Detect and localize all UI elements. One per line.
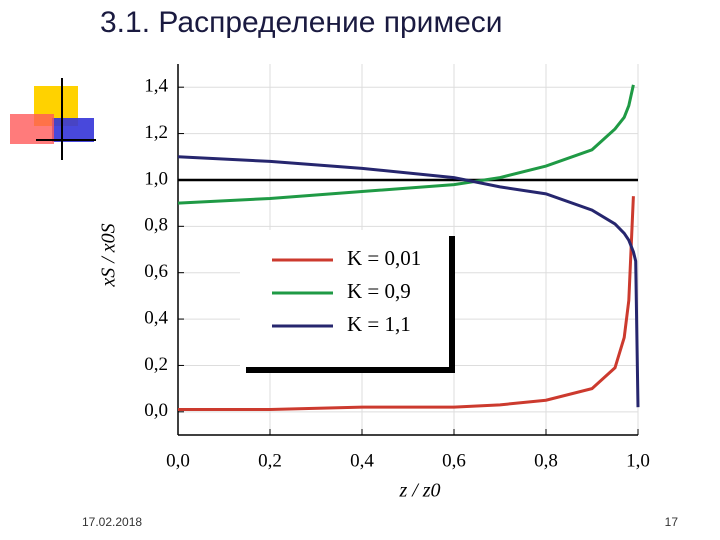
y-tick-label: 0,0 (144, 400, 168, 421)
logo (10, 78, 96, 160)
legend-label: K = 0,9 (347, 279, 411, 303)
legend-label: K = 0,01 (347, 246, 421, 270)
y-tick-label: 0,4 (144, 307, 168, 328)
series-line (177, 155, 640, 408)
x-tick-label: 0,4 (350, 450, 374, 471)
series-line (178, 196, 635, 411)
x-tick-label: 0,0 (166, 450, 190, 471)
y-tick-label: 0,6 (144, 261, 168, 282)
legend-box (240, 230, 449, 367)
slide-title: 3.1. Распределение примеси (100, 6, 503, 39)
x-tick-label: 1,0 (626, 450, 650, 471)
series-line (177, 84, 635, 205)
date: 17.02.2018 (82, 515, 142, 529)
x-axis-label: z / z0 (398, 480, 440, 502)
y-tick-label: 1,4 (144, 76, 168, 97)
y-tick-label: 1,2 (144, 122, 168, 143)
y-tick-label: 1,0 (144, 168, 168, 189)
y-tick-label: 0,2 (144, 354, 168, 375)
legend-label: K = 1,1 (347, 312, 411, 336)
y-tick-label: 0,8 (144, 215, 168, 236)
y-axis-label: xS / x0S (98, 223, 120, 287)
x-tick-label: 0,8 (534, 450, 558, 471)
x-tick-label: 0,2 (258, 450, 282, 471)
page-number: 17 (665, 515, 679, 529)
x-tick-label: 0,6 (442, 450, 466, 471)
